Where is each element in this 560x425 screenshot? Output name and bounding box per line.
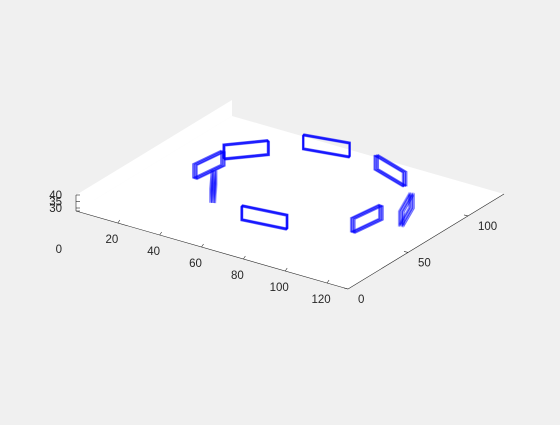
wire-box-slice bbox=[376, 154, 407, 187]
wire-box-slice bbox=[223, 140, 270, 161]
x-axis-line bbox=[75, 210, 349, 290]
wire-box bbox=[373, 153, 408, 188]
wire-box-slice bbox=[210, 170, 214, 203]
wire-box bbox=[397, 191, 415, 228]
wire-box-slice bbox=[209, 170, 212, 203]
x-tick-label: 100 bbox=[270, 282, 289, 294]
axes-back-wall bbox=[76, 100, 232, 211]
y-tick-mark bbox=[463, 214, 469, 217]
wire-box-slice bbox=[402, 192, 414, 228]
wire-box-slice bbox=[352, 204, 382, 234]
y-tick-label: 100 bbox=[478, 221, 497, 233]
wire-box bbox=[192, 149, 226, 181]
axes-front-wall bbox=[76, 195, 348, 289]
wire-box-slice bbox=[193, 150, 223, 180]
wire-box-slice bbox=[192, 149, 222, 179]
wire-box-slice bbox=[403, 192, 415, 228]
wire-box-slice bbox=[351, 204, 382, 234]
axes-floor bbox=[76, 116, 504, 289]
wire-box-slice bbox=[398, 191, 410, 228]
wire-box-slice bbox=[194, 150, 224, 180]
x-tick-label: 20 bbox=[105, 234, 118, 246]
wire-box-slice bbox=[240, 206, 287, 231]
wire-box-slice bbox=[397, 191, 410, 227]
z-tick-label: 0 bbox=[56, 244, 62, 256]
wire-box-slice bbox=[350, 203, 380, 233]
wire-box-slice bbox=[400, 192, 412, 228]
wire-box bbox=[301, 133, 351, 159]
wire-box-slice bbox=[402, 192, 414, 228]
z-tick-label: 40 bbox=[49, 190, 62, 202]
wireframe-series bbox=[192, 133, 415, 235]
wire-box bbox=[240, 204, 289, 231]
wire-box-slice bbox=[374, 154, 405, 188]
z-tick-label: 30 bbox=[49, 203, 62, 215]
wire-box-slice bbox=[196, 151, 226, 181]
z-tick-label: 35 bbox=[49, 197, 62, 209]
wire-box-slice bbox=[353, 204, 384, 234]
x-tick-mark bbox=[243, 255, 246, 260]
x-tick-mark bbox=[326, 279, 330, 284]
wire-box-slice bbox=[351, 204, 381, 233]
wire-box-slice bbox=[378, 153, 408, 187]
wire-box-slice bbox=[192, 149, 222, 179]
axis-lines bbox=[75, 193, 505, 290]
y-tick-mark bbox=[343, 287, 349, 290]
x-tick-mark bbox=[284, 267, 288, 272]
wire-box-slice bbox=[213, 170, 216, 204]
wire-box bbox=[222, 138, 271, 161]
x-tick-label: 60 bbox=[189, 258, 202, 270]
x-axis-ticks: 20 40 60 80 100 120 bbox=[105, 219, 331, 306]
x-tick-mark bbox=[201, 243, 204, 248]
wire-box-slice bbox=[194, 150, 224, 180]
wire-box-slice bbox=[354, 205, 384, 235]
wire-box-slice bbox=[353, 204, 383, 234]
wire-box-slice bbox=[240, 205, 288, 231]
y-axis-ticks: 0 50 100 bbox=[343, 214, 497, 306]
wire-box bbox=[349, 203, 384, 235]
x-tick-label: 80 bbox=[231, 270, 244, 282]
y-tick-label: 50 bbox=[418, 257, 431, 269]
wire-box-slice bbox=[401, 192, 413, 228]
x-tick-mark bbox=[159, 231, 162, 236]
wire-box bbox=[209, 170, 218, 204]
x-tick-label: 120 bbox=[311, 294, 330, 306]
y-tick-mark bbox=[403, 251, 409, 253]
wire-box-slice bbox=[195, 150, 225, 180]
x-tick-mark bbox=[117, 219, 121, 224]
wire-box-slice bbox=[222, 139, 269, 160]
y-tick-label: 0 bbox=[358, 294, 364, 306]
wire-box-slice bbox=[222, 138, 268, 159]
y-axis-line bbox=[347, 193, 505, 290]
wire-box-slice bbox=[303, 133, 351, 157]
wire-box-slice bbox=[241, 204, 289, 230]
x-tick-label: 40 bbox=[147, 246, 160, 258]
wire-box-slice bbox=[399, 191, 411, 228]
wire-box-slice bbox=[196, 151, 226, 181]
wire-box-slice bbox=[349, 203, 379, 233]
